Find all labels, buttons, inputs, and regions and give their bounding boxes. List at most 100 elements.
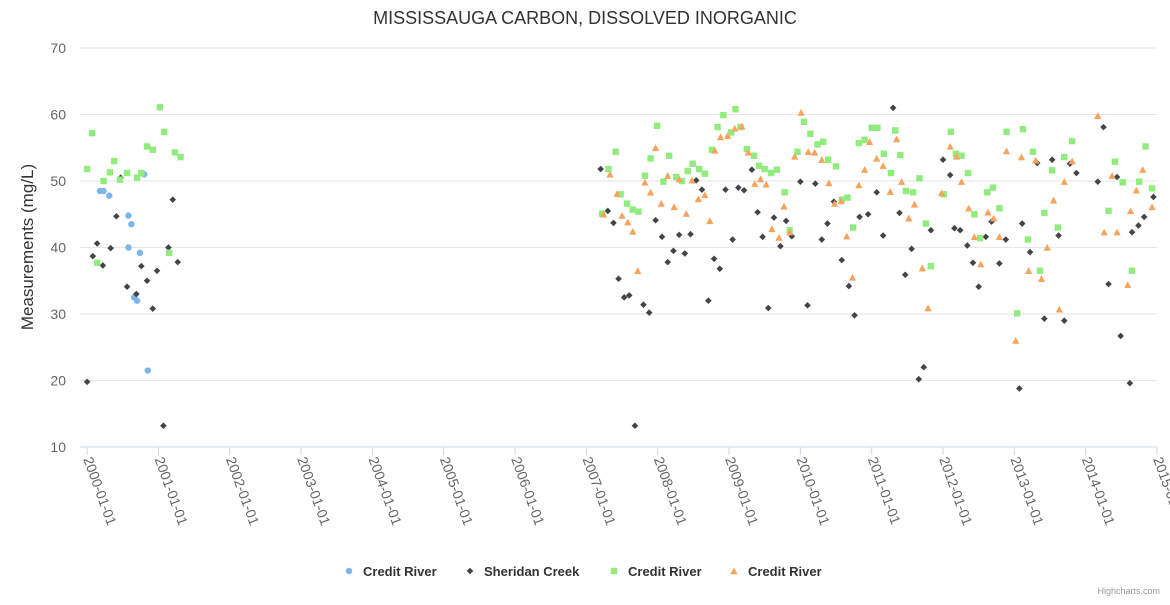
data-point[interactable] [958,152,965,159]
data-point[interactable] [879,162,887,169]
data-point[interactable] [641,172,649,179]
data-point[interactable] [1113,173,1121,181]
data-point[interactable] [762,180,770,188]
data-point[interactable] [879,232,887,239]
data-point[interactable] [682,209,690,217]
data-point[interactable] [777,242,784,250]
data-point[interactable] [804,148,812,155]
data-point[interactable] [963,242,971,249]
data-point[interactable] [915,375,923,383]
data-point[interactable] [977,260,985,268]
data-point[interactable] [670,247,677,255]
data-point[interactable] [755,162,763,169]
data-point[interactable] [1041,209,1048,217]
data-point[interactable] [918,264,926,272]
data-point[interactable] [716,133,725,141]
data-point[interactable] [623,200,631,207]
data-point[interactable] [651,144,660,151]
legend-item[interactable]: Credit River [345,564,437,579]
data-point[interactable] [818,236,826,243]
data-point[interactable] [768,225,776,233]
data-point[interactable] [1018,220,1026,227]
legend-item[interactable]: Credit River [610,564,702,579]
data-point[interactable] [909,189,917,196]
legend-label[interactable]: Credit River [748,564,822,579]
data-point[interactable] [820,138,827,145]
data-point[interactable] [889,104,897,112]
data-point[interactable] [814,141,821,148]
data-point[interactable] [708,146,716,153]
data-point[interactable] [848,273,857,281]
data-point[interactable] [701,191,709,199]
data-point[interactable] [1140,213,1148,221]
data-point[interactable] [1048,167,1056,174]
data-point[interactable] [665,152,673,159]
legend-label[interactable]: Credit River [363,564,437,579]
data-point[interactable] [1105,280,1112,288]
data-point[interactable] [855,139,863,147]
data-point[interactable] [922,220,930,227]
data-point[interactable] [952,150,960,157]
legend-symbol[interactable] [730,567,738,575]
data-point[interactable] [138,262,145,270]
data-point[interactable] [874,124,881,131]
data-point[interactable] [675,175,683,183]
data-point[interactable] [740,187,748,194]
data-point[interactable] [1132,186,1140,194]
data-point[interactable] [927,262,935,270]
data-point[interactable] [892,127,899,134]
data-point[interactable] [735,184,742,191]
data-point[interactable] [153,267,161,275]
data-point[interactable] [720,111,727,119]
data-point[interactable] [1041,315,1048,322]
data-point[interactable] [898,178,906,185]
data-point[interactable] [133,297,141,304]
data-point[interactable] [106,169,114,176]
data-point[interactable] [93,240,101,247]
data-point[interactable] [89,252,97,260]
data-point[interactable] [908,245,915,253]
data-point[interactable] [1126,379,1134,387]
data-point[interactable] [113,212,120,220]
data-point[interactable] [620,294,628,301]
data-point[interactable] [965,204,973,212]
data-point[interactable] [635,208,642,215]
data-point[interactable] [744,148,752,156]
data-point[interactable] [861,136,868,143]
data-point[interactable] [156,103,164,111]
data-point[interactable] [647,155,654,162]
legend-symbol[interactable] [466,567,474,575]
data-point[interactable] [1135,222,1142,229]
data-point[interactable] [171,149,179,156]
data-point[interactable] [724,132,732,139]
data-point[interactable] [856,213,863,221]
data-point[interactable] [664,258,672,266]
data-point[interactable] [1016,385,1023,392]
data-point[interactable] [748,166,756,173]
data-point[interactable] [133,174,141,181]
data-point[interactable] [618,211,626,219]
data-point[interactable] [886,188,894,195]
data-point[interactable] [1105,207,1112,215]
data-point[interactable] [641,178,649,186]
data-point[interactable] [838,256,846,264]
data-point[interactable] [824,156,832,163]
data-point[interactable] [100,187,107,195]
data-point[interactable] [133,290,140,298]
data-point[interactable] [675,231,683,239]
data-point[interactable] [750,152,758,159]
data-point[interactable] [612,148,619,155]
data-point[interactable] [971,211,978,218]
data-point[interactable] [756,175,765,183]
data-point[interactable] [657,200,665,207]
data-point[interactable] [106,192,113,199]
data-point[interactable] [1094,112,1102,120]
credits-link[interactable]: Highcharts.com [1097,586,1160,596]
data-point[interactable] [947,128,955,135]
data-point[interactable] [964,169,972,177]
data-point[interactable] [722,186,729,193]
data-point[interactable] [107,244,114,252]
data-point[interactable] [83,378,91,386]
data-point[interactable] [610,219,617,227]
data-point[interactable] [604,207,612,215]
